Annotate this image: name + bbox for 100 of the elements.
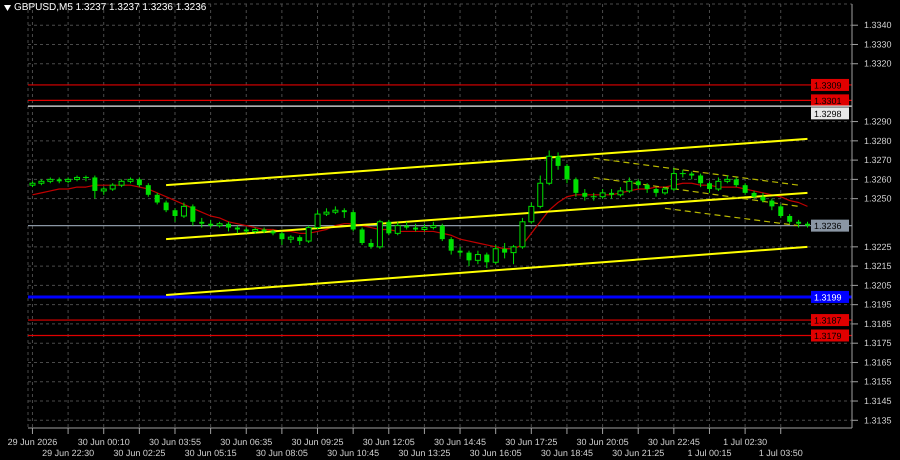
candlestick (279, 230, 284, 246)
candlestick (180, 202, 187, 218)
candlestick (609, 188, 614, 200)
candlestick (136, 176, 142, 188)
candlestick (537, 175, 544, 209)
x-tick-label: 30 Jun 13:25 (398, 448, 450, 458)
candlestick (360, 227, 365, 246)
x-tick-label: 1 Jul 03:50 (758, 448, 803, 458)
x-tick-label: 1 Jul 02:30 (723, 437, 768, 447)
y-tick-label: 1.3185 (864, 318, 892, 329)
ref-line-label: 1.3301 (814, 96, 842, 106)
candlestick (573, 176, 578, 198)
chart-title: GBPUSD,M5 1.3237 1.3237 1.3236 1.3236 (14, 2, 206, 13)
candlestick (448, 236, 454, 256)
x-tick-label: 30 Jun 06:35 (220, 437, 272, 447)
ref-line-label: 1.3298 (814, 108, 842, 119)
candlestick (164, 200, 169, 213)
candlestick (154, 192, 160, 205)
y-tick-label: 1.3155 (864, 376, 892, 387)
y-tick-label: 1.3270 (864, 155, 892, 166)
candlestick (760, 192, 766, 204)
y-tick-label: 1.3175 (864, 338, 892, 348)
candlestick (778, 204, 784, 218)
x-tick-label: 30 Jun 20:05 (576, 437, 629, 447)
candlestick (582, 188, 588, 202)
x-tick-label: 30 Jun 22:45 (648, 437, 700, 447)
ref-line-label: 1.3179 (814, 330, 842, 341)
candlestick (556, 152, 561, 170)
candlestick (617, 186, 624, 198)
candlestick (626, 176, 632, 194)
x-tick-label: 30 Jun 05:15 (184, 448, 237, 458)
candlestick (440, 223, 445, 242)
x-tick-label: 30 Jun 02:25 (113, 448, 166, 458)
ref-line-label: 1.3187 (814, 316, 842, 326)
y-tick-label: 1.3320 (864, 58, 892, 69)
x-tick-label: 30 Jun 08:05 (256, 448, 308, 458)
candlestick (394, 221, 401, 236)
x-tick-label: 30 Jun 21:25 (612, 448, 664, 458)
candlestick (564, 163, 570, 184)
candlestick (680, 169, 686, 178)
candlestick (654, 186, 659, 198)
candlestick (146, 182, 151, 198)
x-tick-label: 29 Jun 2026 (8, 437, 58, 447)
y-tick-label: 1.3135 (864, 415, 892, 426)
candlestick (368, 238, 374, 250)
x-tick-label: 1 Jul 00:15 (687, 448, 732, 458)
x-tick-label: 30 Jun 03:55 (148, 437, 202, 447)
candlestick (734, 176, 739, 188)
candlestick (306, 225, 312, 244)
y-tick-label: 1.3330 (864, 39, 892, 50)
candlestick (458, 246, 463, 257)
candlestick (670, 167, 677, 192)
x-tick-label: 30 Jun 09:25 (291, 437, 344, 447)
y-tick-label: 1.3250 (864, 194, 892, 204)
candlestick (644, 182, 650, 194)
x-tick-label: 30 Jun 17:25 (505, 437, 558, 447)
y-tick-label: 1.3280 (864, 136, 892, 146)
x-tick-label: 30 Jun 00:10 (78, 437, 130, 447)
candlestick (698, 173, 704, 188)
x-tick-label: 30 Jun 10:45 (327, 448, 380, 458)
candlestick (528, 202, 534, 224)
y-tick-label: 1.3165 (864, 357, 892, 368)
candlestick (350, 210, 356, 232)
candlestick (190, 204, 196, 226)
ref-line-label: 1.3309 (814, 80, 842, 90)
x-tick-label: 30 Jun 16:05 (470, 448, 522, 458)
x-tick-label: 30 Jun 14:45 (434, 437, 486, 447)
candlestick (342, 208, 347, 218)
candlestick (226, 221, 231, 232)
candlestick (474, 250, 481, 265)
candlestick (314, 210, 321, 230)
candlestick (92, 175, 98, 200)
x-tick-label: 30 Jun 12:05 (362, 437, 415, 447)
candlestick (769, 198, 774, 211)
y-tick-label: 1.3340 (864, 20, 892, 30)
candlestick (600, 188, 606, 200)
ref-line-label: 1.3199 (814, 292, 842, 302)
candlestick (297, 234, 302, 246)
y-tick-label: 1.3205 (864, 280, 892, 290)
x-tick-label: 29 Jun 22:30 (42, 448, 94, 458)
candlestick (466, 250, 472, 267)
candlestick (484, 252, 490, 269)
candlestick (510, 244, 517, 265)
candlestick (715, 176, 722, 192)
candlestick (707, 180, 712, 194)
y-tick-label: 1.3290 (864, 116, 892, 127)
ref-line-label: 1.3236 (814, 221, 842, 232)
y-tick-label: 1.3260 (864, 174, 892, 184)
candlestick (172, 208, 178, 222)
candlestick (636, 178, 641, 190)
x-tick-label: 30 Jun 18:45 (540, 448, 593, 458)
y-tick-label: 1.3145 (864, 396, 892, 406)
candlestick (492, 244, 499, 265)
candlestick (787, 214, 792, 224)
candlestick (742, 182, 748, 196)
y-tick-label: 1.3195 (864, 300, 892, 310)
y-tick-label: 1.3215 (864, 261, 892, 272)
candlestick (386, 219, 392, 236)
candlestick (502, 242, 508, 259)
y-tick-label: 1.3225 (864, 242, 892, 252)
